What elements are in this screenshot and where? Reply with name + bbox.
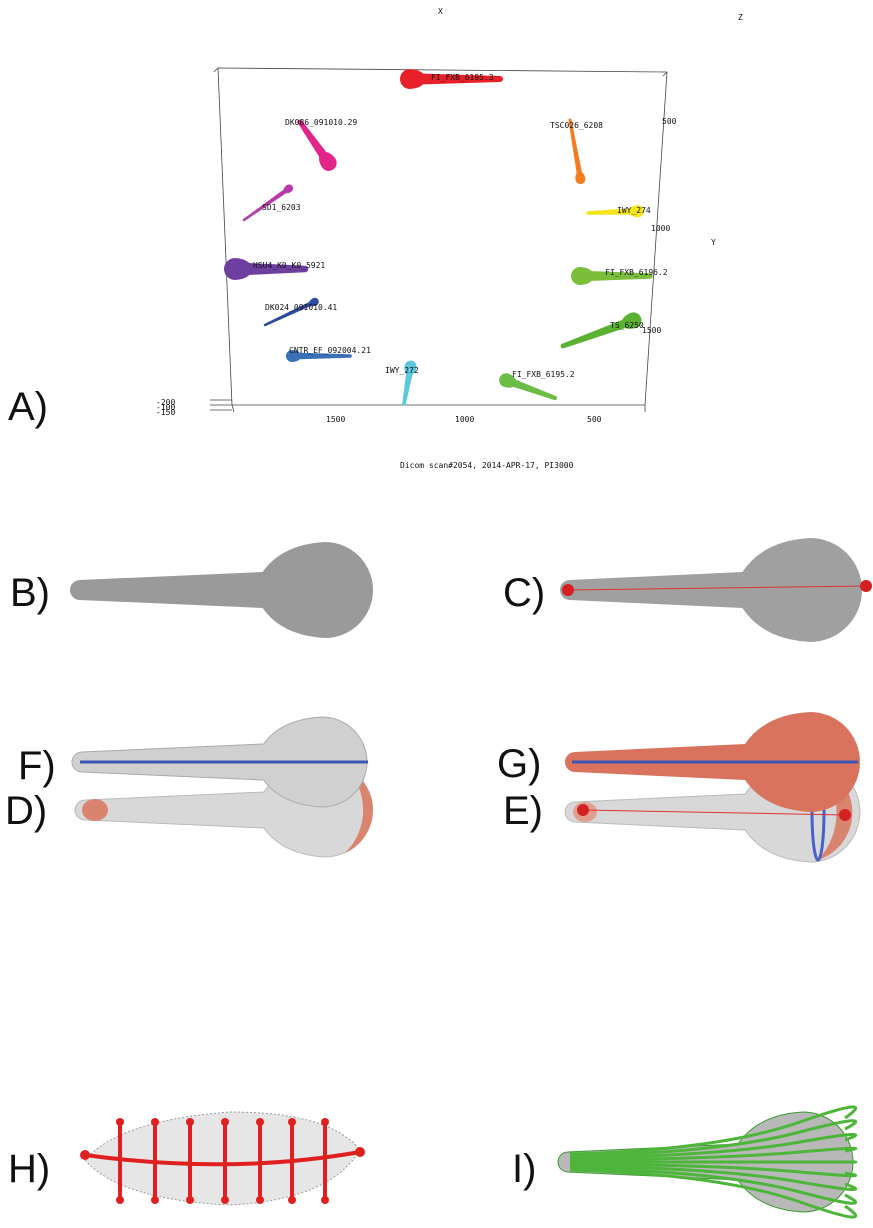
- node: [221, 1196, 229, 1204]
- bone-shape: [560, 538, 862, 642]
- specimen-label: TS_6250: [610, 321, 644, 330]
- tick-label: 1000: [651, 224, 670, 233]
- specimen-label: IWY_272: [385, 366, 419, 375]
- panel-label: E): [503, 789, 543, 833]
- axis-label: X: [438, 7, 443, 16]
- specimen-label: FI_FXB_6196.2: [605, 268, 668, 277]
- node: [288, 1118, 296, 1126]
- node: [355, 1147, 365, 1157]
- bone-shape: [70, 542, 373, 638]
- panel-a-box: [210, 68, 667, 412]
- panel-label: F): [18, 744, 56, 788]
- node: [288, 1196, 296, 1204]
- specimen-label: DK024_091010.41: [265, 303, 337, 312]
- axis-label: Z: [738, 13, 743, 22]
- specimen-label: FI_FXB_6195.2: [512, 370, 575, 379]
- tick-label: 1500: [642, 326, 661, 335]
- axis-label: Y: [711, 238, 716, 247]
- caption: Dicom scan#2054, 2014-APR-17, PI3000: [400, 461, 574, 470]
- node: [151, 1118, 159, 1126]
- panel-label: H): [8, 1147, 50, 1191]
- node: [256, 1118, 264, 1126]
- node: [80, 1150, 90, 1160]
- specimen-label: IWY_274: [617, 206, 651, 215]
- specimen-label: SD1_6203: [262, 203, 301, 212]
- tick-label: 500: [662, 117, 677, 126]
- tick-label: 1000: [455, 415, 474, 424]
- landmark: [577, 804, 589, 816]
- node: [321, 1196, 329, 1204]
- node: [256, 1196, 264, 1204]
- node: [116, 1118, 124, 1126]
- tick-label: 500: [587, 415, 602, 424]
- specimen-label: CNTR_EF_092004.21: [289, 346, 371, 355]
- specimen-label: FI_FXB_6195.3: [431, 73, 494, 82]
- specimen-label: DK086_091010.29: [285, 118, 357, 127]
- specimen-shape: [558, 310, 644, 354]
- landmark: [860, 580, 872, 592]
- node: [151, 1196, 159, 1204]
- tick-label: 1500: [326, 415, 345, 424]
- panel-label: G): [497, 742, 541, 786]
- panel-label: D): [5, 789, 47, 833]
- node: [186, 1118, 194, 1126]
- node: [186, 1196, 194, 1204]
- tick-label: -150: [156, 408, 175, 417]
- specimen-shape: [262, 296, 320, 329]
- panel-label: I): [512, 1147, 536, 1191]
- landmark: [839, 809, 851, 821]
- panel-label: B): [10, 571, 50, 615]
- specimen-label: HSU4_K0_K0_5921: [253, 261, 325, 270]
- end-region: [82, 799, 108, 821]
- panel-label: C): [503, 571, 545, 615]
- node: [116, 1196, 124, 1204]
- specimen-label: TSC026_6208: [550, 121, 603, 130]
- node: [221, 1118, 229, 1126]
- landmark: [562, 584, 574, 596]
- node: [321, 1118, 329, 1126]
- figure: FI_FXB_6195.3 DK086_091010.29 TSC026_620…: [0, 0, 873, 1228]
- page: FI_FXB_6195.3 DK086_091010.29 TSC026_620…: [0, 0, 873, 1228]
- panel-label: A): [8, 385, 48, 429]
